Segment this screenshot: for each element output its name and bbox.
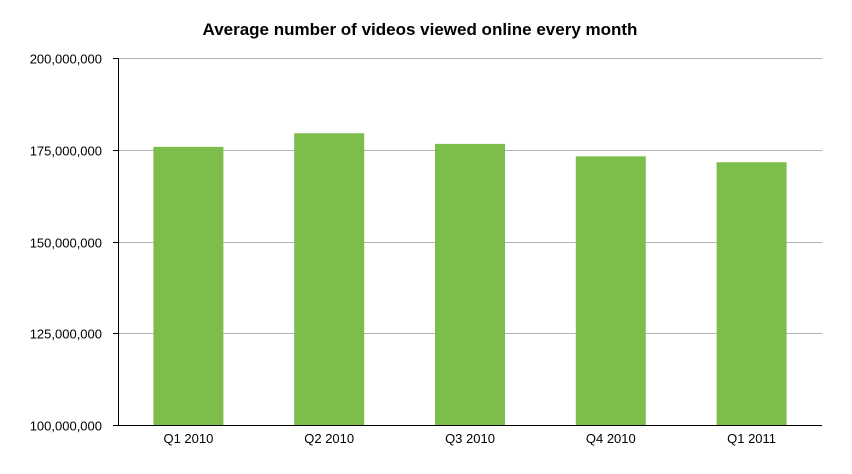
- bars: [153, 133, 787, 426]
- bar: [575, 156, 646, 425]
- y-tick-label: 125,000,000: [30, 327, 102, 342]
- chart-title: Average number of videos viewed online e…: [202, 20, 638, 39]
- y-tick-labels: 100,000,000 125,000,000 150,000,000 175,000…: [30, 52, 102, 434]
- y-tick-label: 150,000,000: [30, 236, 102, 251]
- x-tick-label: Q2 2010: [304, 431, 354, 446]
- bar: [435, 143, 505, 426]
- bar: [153, 146, 224, 425]
- y-tick-label: 175,000,000: [30, 144, 102, 159]
- y-tick-label: 100,000,000: [30, 419, 102, 434]
- x-tick-labels: Q1 2010 Q2 2010 Q3 2010 Q4 2010 Q1 2011: [163, 431, 776, 446]
- x-tick-label: Q3 2010: [445, 431, 495, 446]
- x-tick-label: Q1 2010: [163, 431, 213, 446]
- bar: [716, 162, 787, 425]
- axes: [113, 58, 822, 426]
- x-tick-label: Q1 2011: [727, 431, 776, 446]
- y-tick-label: 200,000,000: [30, 52, 102, 67]
- bar: [294, 133, 365, 426]
- x-tick-label: Q4 2010: [586, 431, 636, 446]
